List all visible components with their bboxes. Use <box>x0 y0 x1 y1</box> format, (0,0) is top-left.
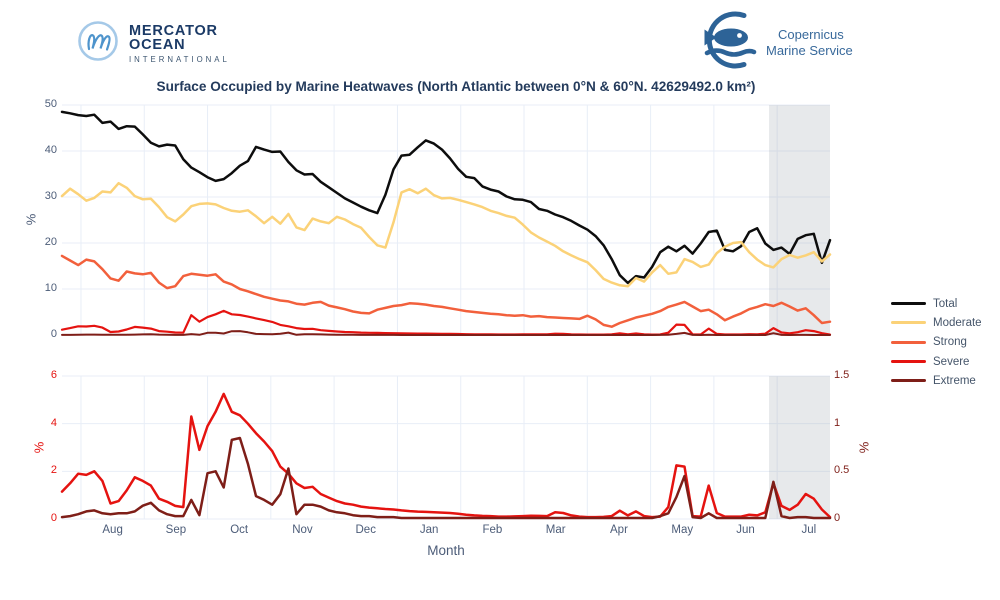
legend-swatch-severe <box>891 360 926 364</box>
series-line-top-total <box>60 110 832 285</box>
y-tick-bottom-right-0: 0 <box>834 512 841 524</box>
x-tick-mar: Mar <box>545 524 566 536</box>
copernicus-fish-icon <box>694 8 760 75</box>
legend-swatch-moderate <box>891 321 926 325</box>
x-tick-nov: Nov <box>292 524 313 536</box>
legend-swatch-total <box>891 302 926 306</box>
ocean-word: OCEAN <box>129 36 186 53</box>
bottom-right-y-axis-title: % <box>856 441 872 454</box>
x-tick-jul: Jul <box>801 524 817 536</box>
legend-item-severe[interactable]: Severe <box>891 352 982 371</box>
legend: Total Moderate Strong Severe Extreme <box>891 294 982 390</box>
series-line-bottom-severe <box>60 392 832 519</box>
legend-label-extreme: Extreme <box>933 374 976 387</box>
y-tick-bottom-right-1: 1 <box>834 416 841 429</box>
marine-service-words: Marine Service <box>766 42 853 58</box>
legend-label-moderate: Moderate <box>933 316 982 329</box>
legend-item-strong[interactable]: Strong <box>891 333 982 352</box>
legend-label-strong: Strong <box>933 336 967 349</box>
highlight-band-top <box>769 105 830 335</box>
mercator-logo-text: MERCATOR OCEAN INTERNATIONAL <box>129 22 230 64</box>
y-tick-bottom-left-2: 2 <box>50 464 57 477</box>
y-tick-bottom-left-6: 6 <box>50 369 57 381</box>
legend-item-total[interactable]: Total <box>891 294 982 313</box>
x-tick-jun: Jun <box>736 524 755 536</box>
legend-item-extreme[interactable]: Extreme <box>891 371 982 390</box>
x-tick-may: May <box>671 524 694 536</box>
y-tick-top-50: 50 <box>44 98 57 110</box>
legend-swatch-extreme <box>891 379 926 383</box>
x-tick-sep: Sep <box>165 524 187 536</box>
y-tick-top-0: 0 <box>50 328 57 340</box>
series-line-top-extreme <box>61 330 831 336</box>
y-tick-bottom-left-0: 0 <box>50 512 57 524</box>
series-line-top-severe <box>60 309 832 336</box>
legend-label-severe: Severe <box>933 355 970 368</box>
x-tick-oct: Oct <box>230 524 249 536</box>
mercator-word: MERCATOR <box>129 22 218 39</box>
mercator-ocean-logo: MERCATOR OCEAN INTERNATIONAL <box>76 19 230 68</box>
chart-title: Surface Occupied by Marine Heatwaves (No… <box>156 79 756 94</box>
y-tick-bottom-right-0.5: 0.5 <box>834 464 850 477</box>
highlight-band-bottom <box>769 376 830 519</box>
y-tick-top-10: 10 <box>44 282 57 294</box>
copernicus-marine-logo: Copernicus Marine Service <box>694 8 853 75</box>
international-word: INTERNATIONAL <box>129 54 230 64</box>
y-tick-top-40: 40 <box>44 144 57 156</box>
series-line-top-strong <box>60 254 832 328</box>
series-line-bottom-extreme <box>60 436 832 520</box>
mercator-circle-m-icon <box>76 19 120 68</box>
top-y-axis-title: % <box>23 213 39 226</box>
x-axis-title: Month <box>427 543 465 558</box>
y-tick-bottom-right-1.5: 1.5 <box>834 369 850 381</box>
x-tick-feb: Feb <box>482 524 503 536</box>
legend-label-total: Total <box>933 297 958 310</box>
x-tick-jan: Jan <box>419 524 439 536</box>
x-tick-aug: Aug <box>102 524 123 536</box>
legend-item-moderate[interactable]: Moderate <box>891 313 982 332</box>
copernicus-word: Copernicus <box>778 26 844 42</box>
series-line-top-moderate <box>60 181 832 288</box>
legend-swatch-strong <box>891 340 926 344</box>
x-tick-apr: Apr <box>610 524 628 536</box>
y-tick-bottom-left-4: 4 <box>50 416 57 429</box>
y-tick-top-20: 20 <box>44 236 57 248</box>
copernicus-logo-text: Copernicus Marine Service <box>766 27 853 59</box>
bottom-left-y-axis-title: % <box>31 441 47 454</box>
y-tick-top-30: 30 <box>44 190 57 202</box>
x-tick-dec: Dec <box>355 524 376 536</box>
